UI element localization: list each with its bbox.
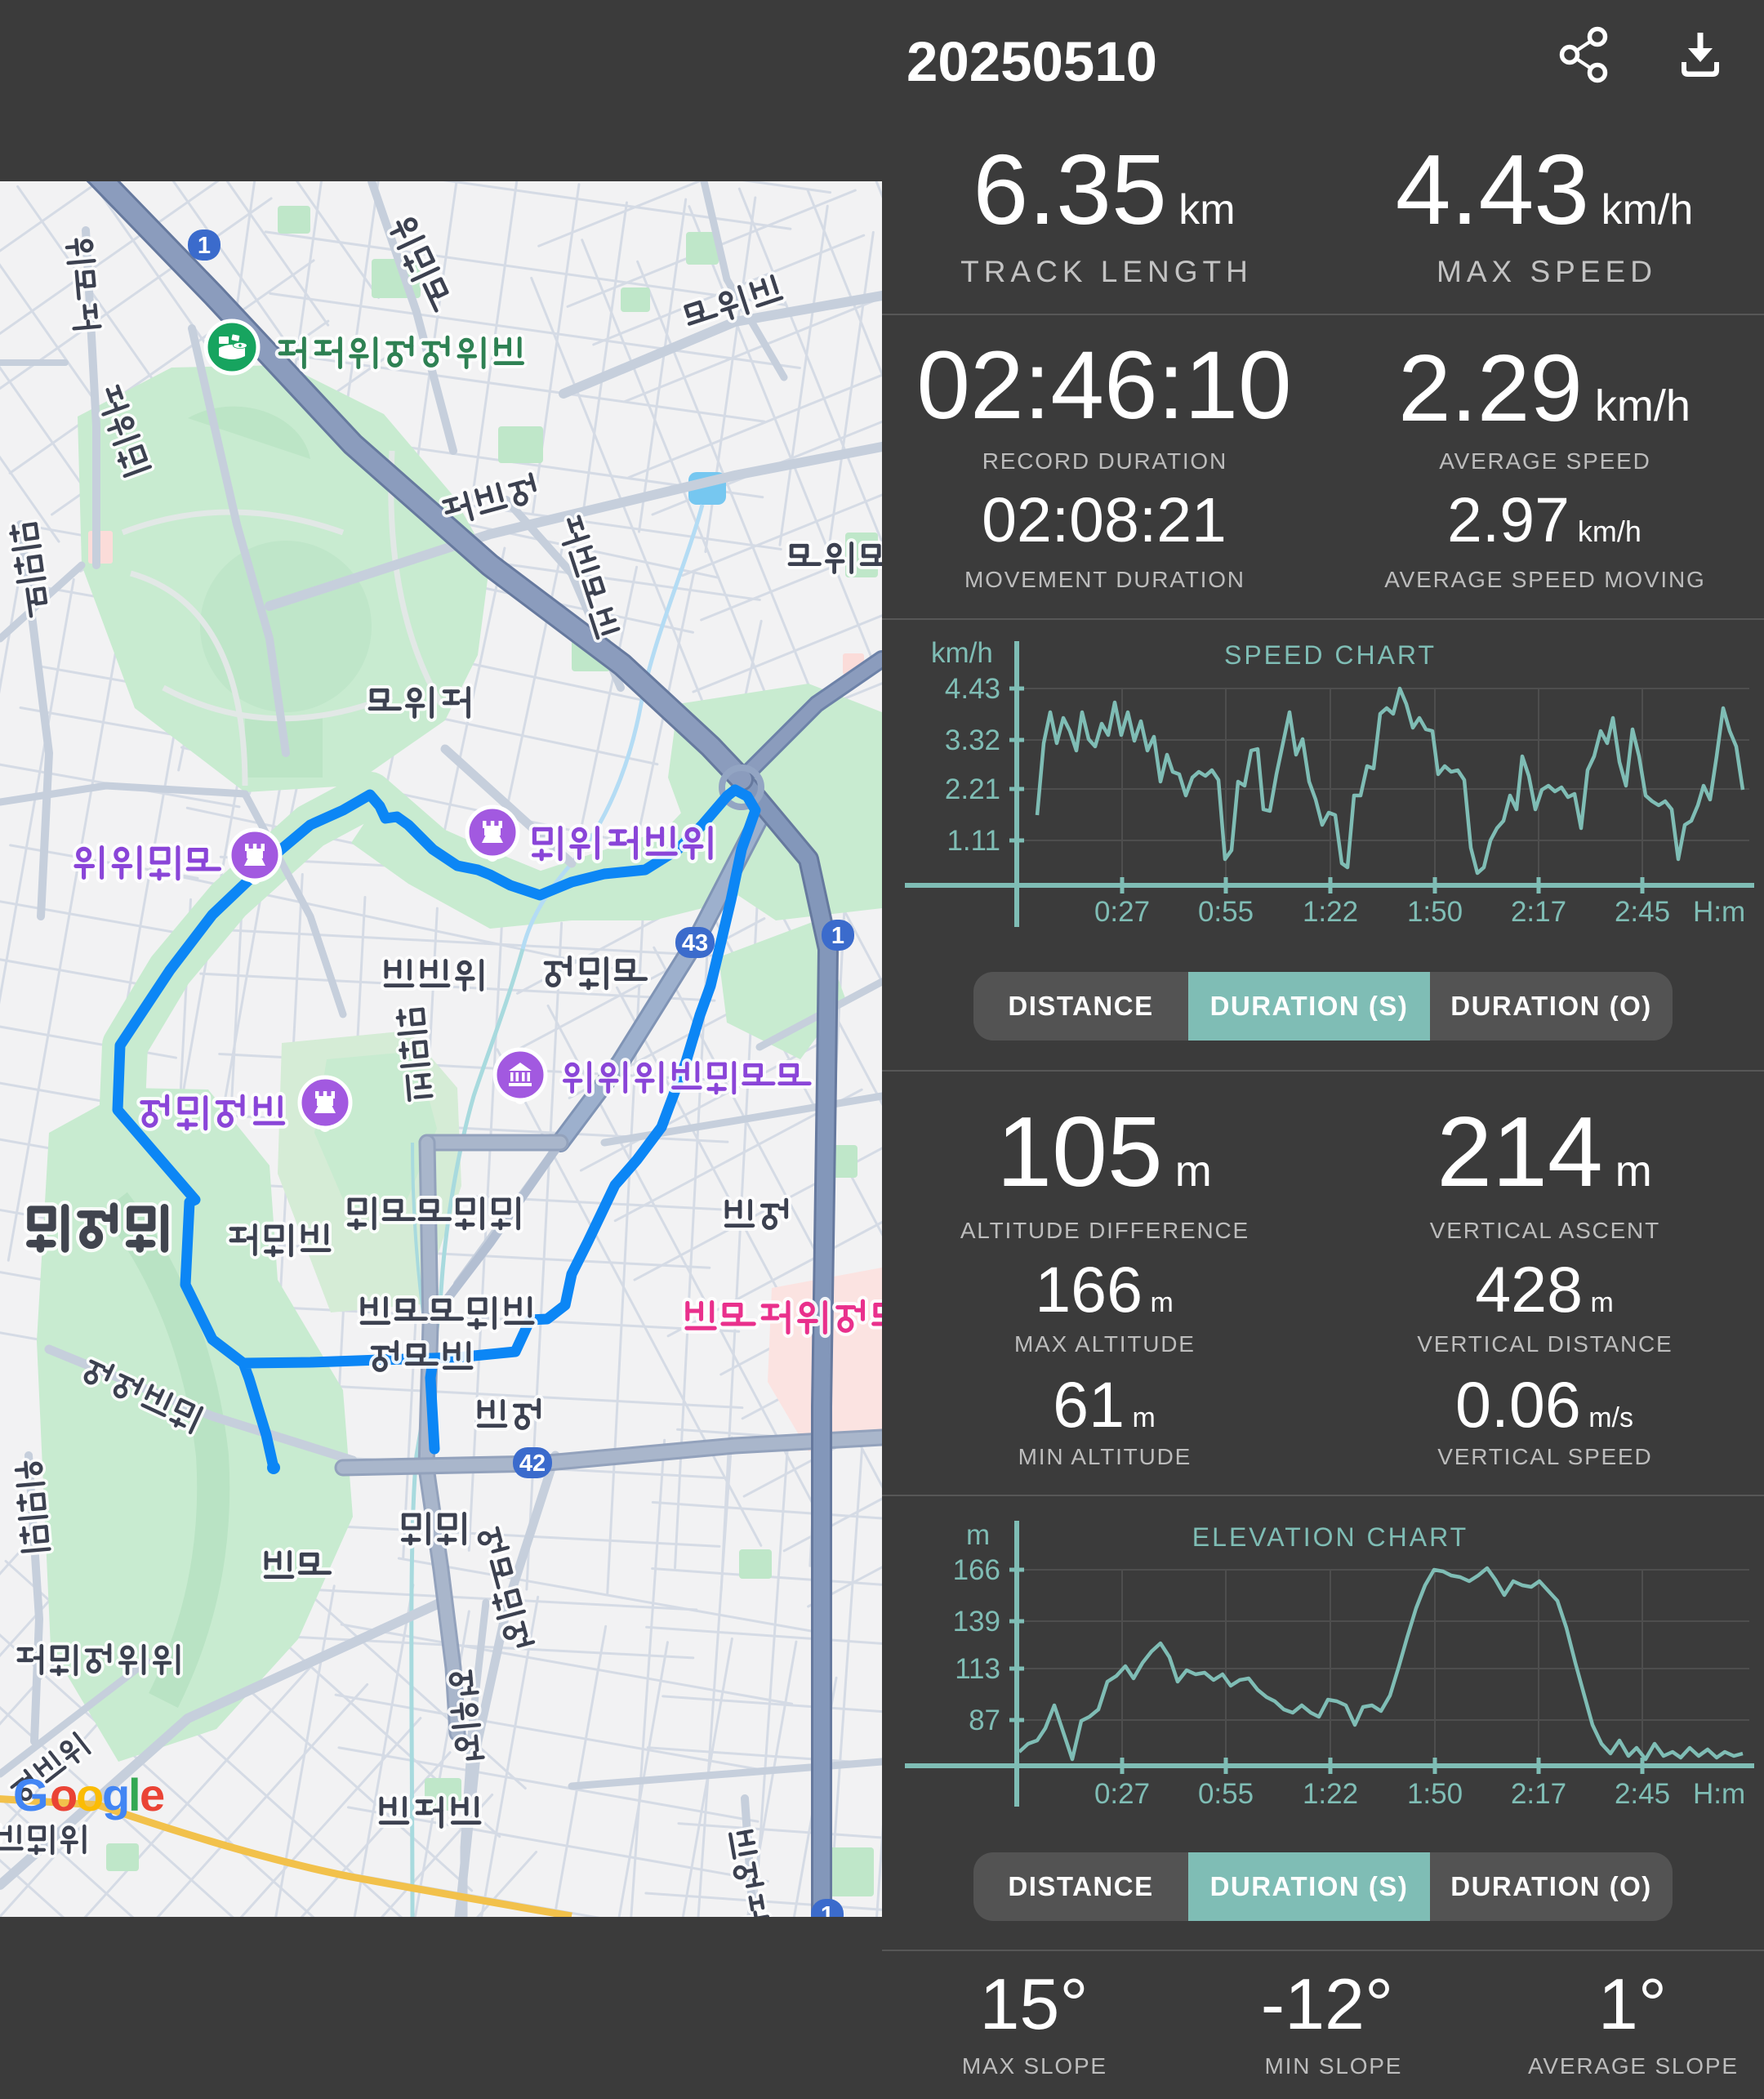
svg-text:g: g	[102, 1769, 130, 1820]
svg-text:1: 1	[198, 233, 211, 259]
svg-text:0:27: 0:27	[1094, 1778, 1150, 1810]
svg-text:1:50: 1:50	[1407, 896, 1463, 928]
svg-text:G: G	[13, 1769, 49, 1820]
svg-text:e: e	[140, 1769, 165, 1820]
svg-text:1: 1	[821, 1902, 834, 1917]
svg-text:2:17: 2:17	[1511, 1778, 1566, 1810]
svg-text:2:45: 2:45	[1615, 1778, 1670, 1810]
svg-text:m: m	[966, 1519, 990, 1551]
svg-text:1.11: 1.11	[947, 825, 1000, 857]
svg-text:4.43: 4.43	[945, 673, 1000, 705]
svg-text:1:22: 1:22	[1303, 896, 1358, 928]
svg-text:1:50: 1:50	[1407, 1778, 1463, 1810]
svg-text:km/h: km/h	[931, 637, 993, 669]
svg-text:0:55: 0:55	[1198, 896, 1254, 928]
svg-text:42: 42	[519, 1451, 546, 1477]
svg-text:H:m: H:m	[1693, 896, 1745, 928]
svg-text:o: o	[50, 1769, 78, 1820]
svg-text:2:45: 2:45	[1615, 896, 1670, 928]
svg-text:166: 166	[953, 1554, 1000, 1586]
svg-text:l: l	[128, 1769, 141, 1820]
svg-text:H:m: H:m	[1693, 1778, 1745, 1810]
svg-text:3.32: 3.32	[945, 724, 1000, 756]
svg-text:1: 1	[831, 923, 844, 949]
svg-text:o: o	[76, 1769, 104, 1820]
svg-text:2:17: 2:17	[1511, 896, 1566, 928]
svg-text:SPEED CHART: SPEED CHART	[1224, 640, 1437, 670]
svg-text:43: 43	[682, 930, 708, 956]
svg-text:0:27: 0:27	[1094, 896, 1150, 928]
svg-text:87: 87	[969, 1705, 1000, 1736]
svg-text:113: 113	[955, 1653, 1000, 1685]
svg-text:1:22: 1:22	[1303, 1778, 1358, 1810]
svg-text:2.21: 2.21	[945, 773, 1000, 805]
svg-text:ELEVATION CHART: ELEVATION CHART	[1192, 1522, 1468, 1552]
svg-text:0:55: 0:55	[1198, 1778, 1254, 1810]
svg-text:139: 139	[953, 1606, 1000, 1638]
